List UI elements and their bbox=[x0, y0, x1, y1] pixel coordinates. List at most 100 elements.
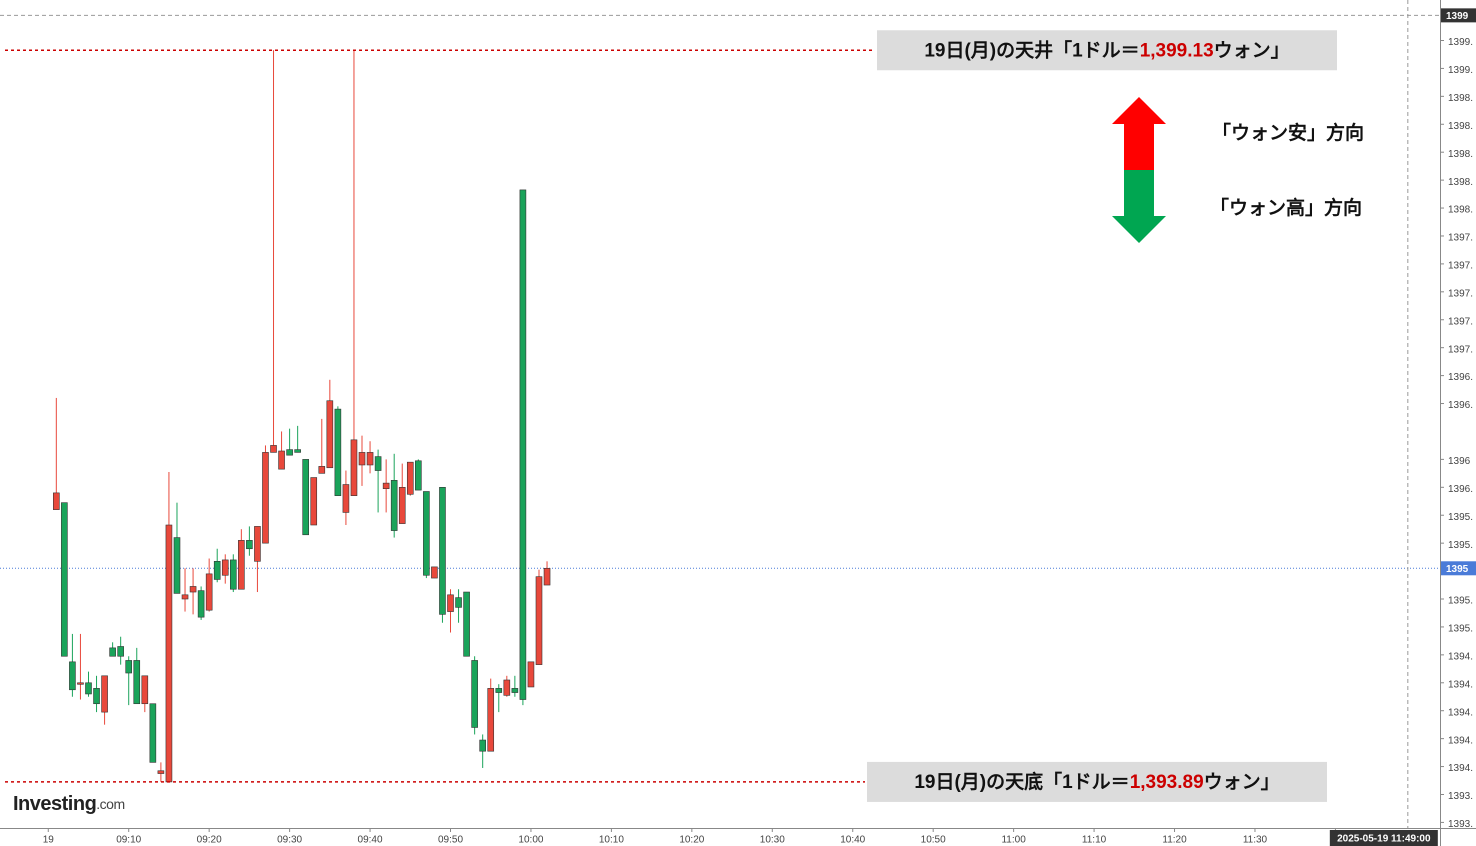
crosshair-x-box bbox=[1329, 830, 1438, 846]
y-tick-label: 1394. bbox=[1448, 735, 1473, 746]
candle-body bbox=[157, 770, 165, 774]
candle-body bbox=[205, 573, 213, 611]
annotation-suffix: ウォン」 bbox=[1204, 771, 1280, 793]
down-arrow bbox=[1112, 170, 1166, 243]
candle-body bbox=[350, 439, 358, 496]
x-tick-label: 10:40 bbox=[840, 835, 865, 846]
candle-body bbox=[133, 660, 141, 705]
candle-body bbox=[294, 449, 301, 453]
x-tick-label: 11:00 bbox=[1001, 835, 1026, 846]
candle-body bbox=[85, 682, 92, 695]
x-tick-label: 10:50 bbox=[921, 835, 946, 846]
logo-suffix: .com bbox=[96, 796, 124, 812]
candle-body bbox=[342, 484, 350, 513]
candle-body bbox=[270, 445, 277, 453]
annotation-text: 19日(月)の天底「1ドル＝1,393.89ウォン」 bbox=[914, 770, 1279, 793]
candle-body bbox=[254, 526, 261, 562]
y-tick-label: 1397. bbox=[1448, 344, 1473, 355]
candle-body bbox=[358, 452, 366, 466]
crosshair-x-label: 2025-05-19 11:49:00 bbox=[1337, 834, 1431, 845]
candle-body bbox=[197, 590, 205, 618]
candle-body bbox=[181, 594, 189, 600]
annotation-value: 1,393.89 bbox=[1130, 772, 1204, 793]
y-tick-label: 1394. bbox=[1448, 707, 1473, 718]
candle-body bbox=[535, 576, 543, 665]
y-tick-label: 1396. bbox=[1448, 484, 1473, 495]
candle-body bbox=[374, 456, 382, 471]
y-tick-label: 1397. bbox=[1448, 316, 1473, 327]
candle-body bbox=[487, 688, 495, 752]
x-tick-label: 09:50 bbox=[438, 835, 463, 846]
candle-body bbox=[246, 540, 253, 550]
x-tick-label: 11:20 bbox=[1162, 835, 1187, 846]
candle-body bbox=[423, 491, 430, 576]
logo-name: Investing bbox=[13, 793, 96, 815]
y-tick-label: 1398. bbox=[1448, 121, 1473, 132]
legend-down: 「ウォン高」方向 bbox=[1210, 196, 1362, 219]
candle-body bbox=[366, 452, 374, 466]
y-tick-label: 1395. bbox=[1448, 624, 1473, 635]
annotation-value: 1,399.13 bbox=[1140, 40, 1214, 61]
candle-body bbox=[221, 559, 229, 576]
candle-body bbox=[406, 461, 414, 495]
annotation-prefix: 19日(月)の天井「1ドル＝ bbox=[924, 38, 1139, 61]
candle-body bbox=[238, 540, 245, 590]
candle-body bbox=[229, 559, 237, 590]
x-tick-label: 09:30 bbox=[277, 835, 302, 846]
y-tick-label: 1398. bbox=[1448, 93, 1473, 104]
candle-body bbox=[415, 460, 422, 491]
candle-body bbox=[125, 660, 133, 674]
candle-body bbox=[53, 492, 60, 510]
annotation-text: 19日(月)の天井「1ドル＝1,399.13ウォン」 bbox=[924, 38, 1289, 61]
last-price-box bbox=[1441, 561, 1476, 576]
candle-body bbox=[543, 567, 551, 586]
y-tick-label: 1397. bbox=[1448, 261, 1473, 272]
candle-body bbox=[326, 400, 334, 469]
y-tick-label: 1398. bbox=[1448, 205, 1473, 216]
x-tick-label: 10:30 bbox=[760, 835, 785, 846]
candle-body bbox=[382, 482, 390, 490]
candle-body bbox=[101, 675, 108, 713]
candle-body bbox=[310, 477, 318, 526]
candle-body bbox=[318, 466, 326, 474]
y-tick-label: 1396. bbox=[1448, 372, 1473, 383]
candle-body bbox=[463, 591, 470, 657]
annotation-suffix: ウォン」 bbox=[1214, 39, 1290, 61]
y-tick-label: 1395. bbox=[1448, 512, 1473, 523]
x-tick-label: 09:20 bbox=[197, 835, 222, 846]
y-tick-label: 1394. bbox=[1448, 763, 1473, 774]
y-tick-label: 1393. bbox=[1448, 791, 1473, 802]
annotation-prefix: 19日(月)の天底「1ドル＝ bbox=[914, 770, 1129, 793]
last-price-label: 1395 bbox=[1446, 564, 1469, 575]
y-tick-label: 1396. bbox=[1448, 400, 1473, 411]
candle-body bbox=[213, 561, 221, 580]
candle-body bbox=[165, 524, 173, 783]
candle-body bbox=[495, 688, 503, 693]
candle-body bbox=[141, 675, 149, 705]
y-tick-label: 1398. bbox=[1448, 149, 1473, 160]
x-tick-label: 11:10 bbox=[1082, 835, 1107, 846]
candle-body bbox=[77, 682, 84, 685]
x-tick-label: 10:20 bbox=[679, 835, 704, 846]
x-tick-label: 09:10 bbox=[116, 835, 141, 846]
y-tick-label: 1393. bbox=[1448, 819, 1473, 830]
y-tick-label: 1399. bbox=[1448, 65, 1473, 76]
candle-body bbox=[398, 487, 406, 524]
x-tick-label: 10:00 bbox=[518, 835, 543, 846]
logo: Investing.com bbox=[13, 793, 125, 815]
candle-body bbox=[149, 703, 157, 763]
candle-body bbox=[302, 459, 309, 536]
x-tick-label: 09:40 bbox=[358, 835, 383, 846]
y-tick-label: 1395. bbox=[1448, 596, 1473, 607]
candle-body bbox=[61, 502, 68, 657]
candle-body bbox=[117, 646, 124, 657]
y-tick-label: 1397. bbox=[1448, 233, 1473, 244]
candle-body bbox=[511, 688, 519, 693]
y-tick-label: 1394. bbox=[1448, 652, 1473, 663]
candle-body bbox=[69, 661, 76, 691]
candle-body bbox=[527, 661, 535, 688]
candle-body bbox=[334, 408, 342, 496]
annotation-box bbox=[877, 30, 1337, 71]
